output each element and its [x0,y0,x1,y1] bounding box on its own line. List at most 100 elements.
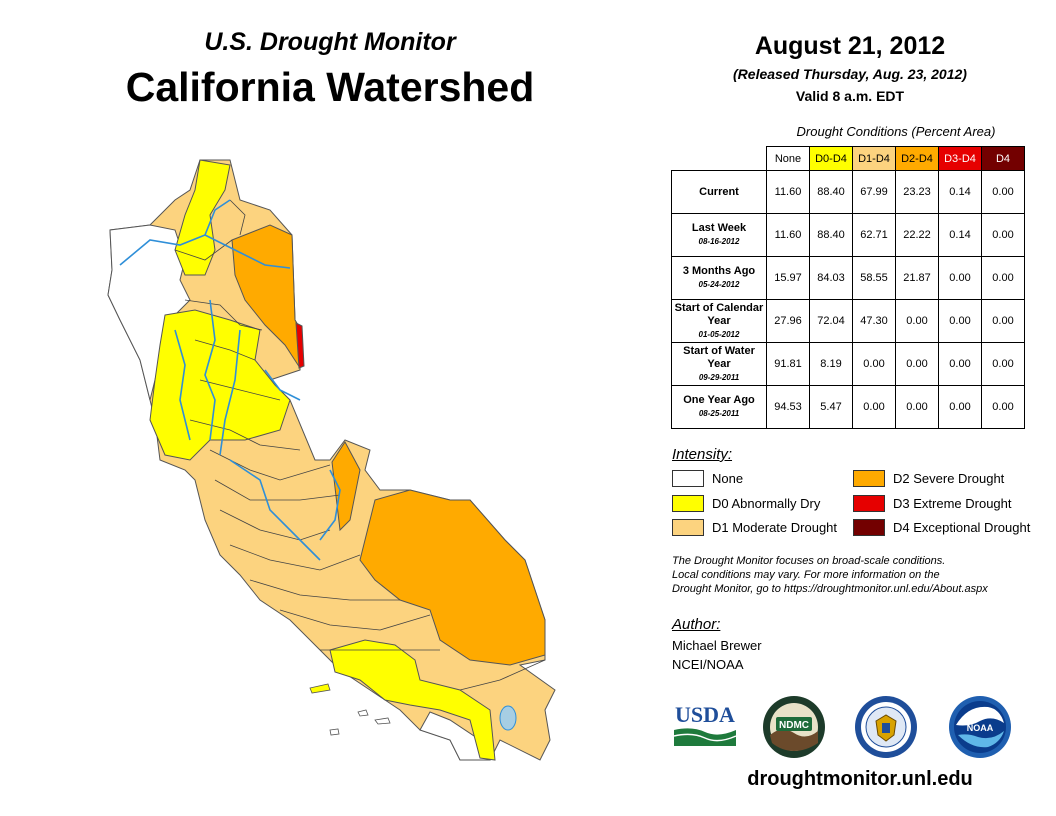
table-row-one-year-ago: One Year Ago 08-25-2011 94.53 5.47 0.00 0… [671,385,1025,429]
note-line: The Drought Monitor focuses on broad-sca… [672,555,946,567]
table-cell: 0.00 [981,213,1025,257]
legend-swatch [853,495,885,512]
legend-swatch [853,470,885,487]
disclaimer-note: The Drought Monitor focuses on broad-sca… [672,554,1052,596]
col-header-d4: D4 [981,146,1025,171]
col-header-none: None [766,146,810,171]
map-date: August 21, 2012 [754,32,946,60]
col-header-d0-d4: D0-D4 [809,146,853,171]
table-cell: 84.03 [809,256,853,300]
table-cell: 0.00 [895,342,939,386]
row-label: One Year Ago 08-25-2011 [671,385,767,429]
watershed-d0-north [174,159,231,276]
legend-label: D0 Abnormally Dry [712,496,821,511]
california-watershed-map [107,159,556,761]
legend-label: None [712,471,744,486]
table-cell: 88.40 [809,213,853,257]
ndmc-logo: NDMC [763,696,825,758]
table-row-last-week: Last Week 08-16-2012 11.60 88.40 62.71 22… [671,213,1025,257]
release-date: (Released Thursday, Aug. 23, 2012) [733,66,967,82]
table-cell: 0.00 [981,299,1025,343]
table-cell: 0.00 [895,299,939,343]
channel-islands [309,683,331,694]
col-header-d1-d4: D1-D4 [852,146,896,171]
legend-item-d4: D4 Exceptional Drought [853,519,1030,536]
table-cell: 0.00 [938,256,982,300]
map-title: California Watershed [125,64,535,110]
table-cell: 8.19 [809,342,853,386]
usda-logo: USDA [673,702,737,746]
table-cell: 22.22 [895,213,939,257]
table-row-current: Current 11.60 88.40 67.99 23.23 0.14 0.0… [671,170,1025,214]
row-label: 3 Months Ago 05-24-2012 [671,256,767,300]
legend-label: D3 Extreme Drought [893,496,1012,511]
table-cell: 0.00 [981,256,1025,300]
author-name: Michael Brewer [672,638,762,653]
author-org: NCEI/NOAA [672,657,744,672]
legend-title: Intensity: [672,446,733,463]
author-label: Author: [672,616,721,633]
table-corner [672,147,767,171]
row-label: Start of Water Year 09-29-2011 [671,342,767,386]
table-row-start-water-year: Start of Water Year 09-29-2011 91.81 8.19… [671,342,1025,386]
table-cell: 62.71 [852,213,896,257]
ndmc-logo-text: NDMC [779,720,809,731]
table-cell: 47.30 [852,299,896,343]
rivers [119,199,341,561]
legend-item-d2: D2 Severe Drought [853,470,1004,487]
map-subtitle: U.S. Drought Monitor [204,28,456,56]
table-cell: 15.97 [766,256,810,300]
table-cell: 0.14 [938,170,982,214]
table-cell: 0.00 [938,342,982,386]
legend-label: D2 Severe Drought [893,471,1005,486]
legend-swatch [672,495,704,512]
watershed-d2-east-strip [331,441,361,532]
table-cell: 0.00 [852,385,896,429]
legend-item-d3: D3 Extreme Drought [853,495,1012,512]
commerce-seal-logo [855,696,917,758]
table-header-row: None D0-D4 D1-D4 D2-D4 D3-D4 D4 [672,146,1025,171]
valid-time: Valid 8 a.m. EDT [795,88,905,104]
table-cell: 88.40 [809,170,853,214]
table-cell: 0.00 [981,170,1025,214]
salton-sea [499,705,517,731]
usda-logo-text: USDA [675,702,735,727]
row-label: Start of Calendar Year 01-05-2012 [671,299,767,343]
table-cell: 0.00 [852,342,896,386]
note-line: Local conditions may vary. For more info… [672,569,940,581]
table-cell: 27.96 [766,299,810,343]
legend-item-d0: D0 Abnormally Dry [672,495,820,512]
legend-label: D4 Exceptional Drought [893,520,1031,535]
website-link[interactable]: droughtmonitor.unl.edu [747,768,973,790]
table-cell: 21.87 [895,256,939,300]
noaa-logo: NOAA [949,696,1011,758]
drought-conditions-table: None D0-D4 D1-D4 D2-D4 D3-D4 D4 Current … [671,146,1025,429]
table-cell: 11.60 [766,170,810,214]
offshore-islands [329,709,391,736]
table-caption: Drought Conditions (Percent Area) [796,124,996,139]
row-label: Current [671,170,767,214]
table-cell: 58.55 [852,256,896,300]
legend-swatch [672,470,704,487]
noaa-logo-text: NOAA [967,723,994,733]
legend-swatch [853,519,885,536]
table-cell: 11.60 [766,213,810,257]
col-header-d2-d4: D2-D4 [895,146,939,171]
table-cell: 0.00 [895,385,939,429]
legend-swatch [672,519,704,536]
table-row-start-calendar-year: Start of Calendar Year 01-05-2012 27.96 7… [671,299,1025,343]
watershed-d0-south [329,639,496,761]
watershed-d3-area [295,322,305,369]
table-row-3-months-ago: 3 Months Ago 05-24-2012 15.97 84.03 58.55… [671,256,1025,300]
table-cell: 0.00 [981,385,1025,429]
watershed-d2-southeast [359,489,546,666]
note-line: Drought Monitor, go to https://droughtmo… [672,583,988,595]
table-cell: 5.47 [809,385,853,429]
table-cell: 0.00 [938,385,982,429]
table-cell: 0.00 [981,342,1025,386]
col-header-d3-d4: D3-D4 [938,146,982,171]
legend-label: D1 Moderate Drought [712,520,838,535]
table-cell: 91.81 [766,342,810,386]
row-label: Last Week 08-16-2012 [671,213,767,257]
table-cell: 67.99 [852,170,896,214]
